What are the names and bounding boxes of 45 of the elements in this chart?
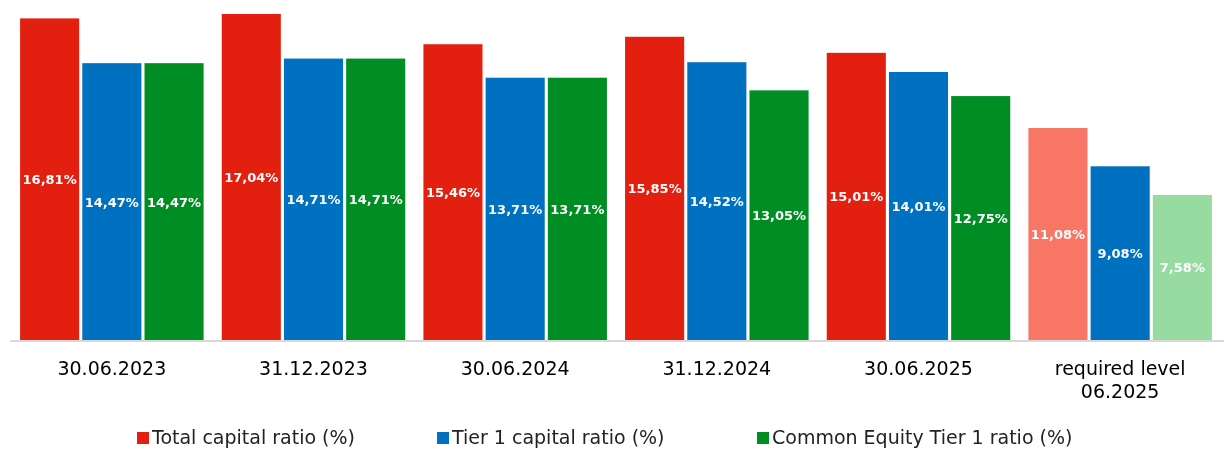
- data-label: 15,85%: [627, 181, 682, 197]
- bar: [826, 52, 886, 340]
- data-label: 15,01%: [829, 189, 884, 205]
- bar: [749, 90, 809, 340]
- data-label: 13,05%: [751, 208, 807, 224]
- data-label: 9,08%: [1097, 246, 1143, 262]
- bar: [1152, 194, 1212, 340]
- bar: [1028, 128, 1088, 340]
- data-label: 11,08%: [1030, 227, 1086, 243]
- bar: [1090, 166, 1150, 340]
- data-label: 13,71%: [488, 201, 543, 217]
- bar: [888, 71, 949, 340]
- data-label: 16,81%: [22, 172, 77, 188]
- legend-label: Common Equity Tier 1 ratio (%): [772, 426, 1073, 448]
- bar: [82, 63, 142, 340]
- data-label: 7,58%: [1159, 260, 1205, 276]
- bar: [687, 62, 747, 340]
- x-tick-label: 31.12.2023: [259, 357, 368, 379]
- x-tick-label: 30.06.2025: [864, 357, 973, 379]
- bar: [221, 14, 281, 340]
- data-label: 13,71%: [550, 201, 605, 217]
- legend-label: Total capital ratio (%): [151, 426, 355, 448]
- x-tick-label: 30.06.2024: [460, 357, 570, 379]
- data-label: 14,71%: [348, 192, 403, 208]
- data-label: 14,71%: [286, 192, 341, 208]
- bar: [485, 77, 545, 340]
- bar: [547, 77, 607, 340]
- bar: [625, 36, 685, 340]
- data-label: 14,52%: [689, 194, 744, 210]
- data-label: 14,01%: [891, 198, 946, 214]
- bar: [423, 44, 483, 340]
- bar: [283, 58, 344, 340]
- data-label: 14,47%: [146, 194, 202, 210]
- data-label: 15,46%: [425, 185, 481, 201]
- bar: [346, 58, 406, 340]
- x-tick-label: required level 06.2025: [1054, 357, 1186, 402]
- data-label: 14,47%: [84, 194, 139, 210]
- bar: [20, 18, 80, 340]
- legend-label: Tier 1 capital ratio (%): [451, 426, 665, 448]
- bar: [144, 63, 204, 340]
- data-label: 17,04%: [224, 170, 279, 185]
- data-label: 12,75%: [953, 211, 1008, 227]
- x-tick-label: 31.12.2024: [662, 357, 772, 379]
- x-tick-label: 30.06.2023: [57, 357, 167, 379]
- bar: [951, 96, 1011, 340]
